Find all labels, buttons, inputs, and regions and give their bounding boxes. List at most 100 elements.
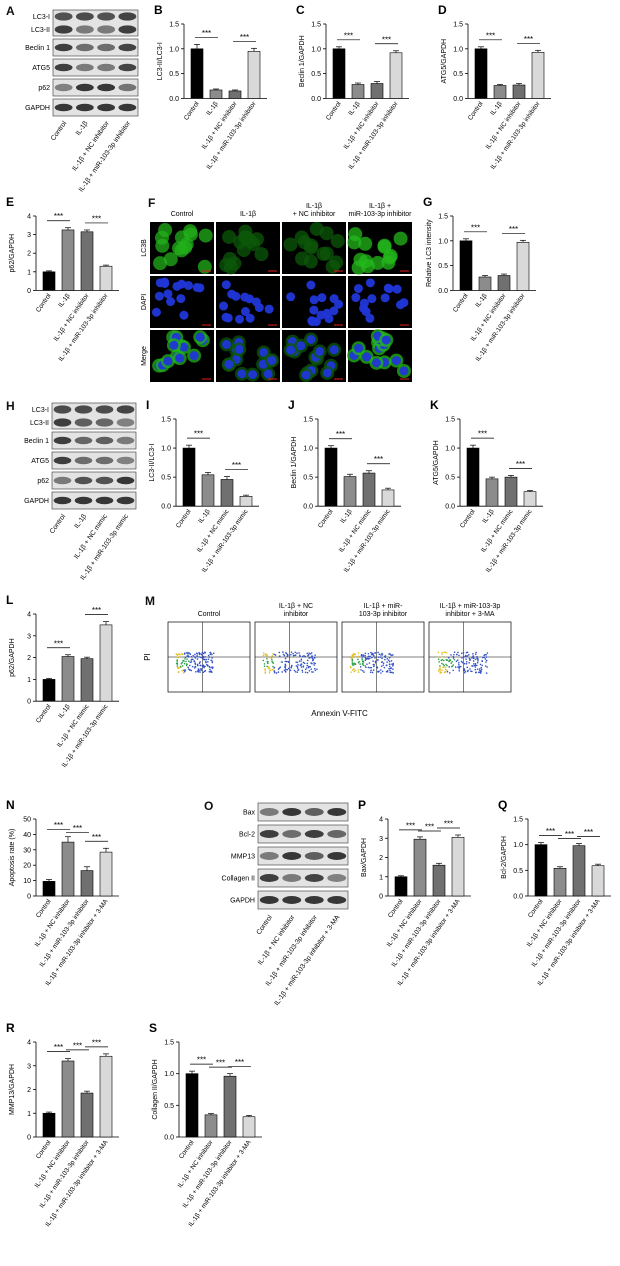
flow-event <box>357 658 359 661</box>
flow-event <box>307 665 310 668</box>
flow-event <box>485 656 488 658</box>
flow-event <box>349 666 352 668</box>
blot-band <box>53 456 72 465</box>
blot-band <box>327 808 347 816</box>
immunofluorescence-f: F Control IL-1β IL-1β + NC inhibitor IL-1β +… <box>140 192 415 392</box>
flow-event <box>291 664 293 667</box>
blot-band <box>259 830 279 838</box>
flow-event <box>458 664 460 666</box>
category-label: IL-1β + NC inhibitor <box>201 100 240 151</box>
if-nucleus <box>195 332 205 342</box>
flow-event <box>199 671 201 673</box>
flow-event <box>453 651 456 653</box>
flow-event <box>290 665 293 668</box>
flow-event <box>196 652 199 655</box>
flow-event <box>480 668 483 671</box>
flow-event <box>209 668 211 671</box>
flow-event <box>191 658 193 661</box>
flow-event <box>350 657 352 659</box>
flow-event <box>473 663 475 665</box>
flow-event <box>178 656 180 658</box>
if-nucleus <box>309 295 319 305</box>
flow-event <box>370 651 372 654</box>
flow-event <box>360 669 362 671</box>
significance-stars: *** <box>232 461 241 470</box>
y-axis-label: Collagen II/GAPDH <box>152 1059 159 1119</box>
panel-label-l: L <box>6 593 13 607</box>
blot-band <box>74 476 93 485</box>
blot-band <box>95 496 114 505</box>
significance-stars: *** <box>73 824 82 833</box>
flow-event <box>352 654 355 656</box>
if-nucleus <box>169 340 179 350</box>
flow-event <box>373 665 375 668</box>
flow-event <box>179 653 181 656</box>
flow-event <box>209 651 211 654</box>
flow-event <box>484 665 487 667</box>
if-column-label: IL-1β <box>306 203 322 210</box>
y-tick-label: 2 <box>379 855 383 862</box>
if-green-cell <box>227 256 242 271</box>
y-axis-label: LC3-II/LC3-I <box>149 443 156 481</box>
flow-event <box>444 656 447 659</box>
flow-event <box>361 658 363 660</box>
if-nucleus <box>307 317 317 327</box>
panel-label-f: F <box>148 196 156 210</box>
blot-band <box>54 43 73 52</box>
flow-event <box>272 662 275 664</box>
flow-event <box>308 652 310 654</box>
blot-band <box>54 12 73 21</box>
flow-event <box>441 669 443 671</box>
blot-band <box>54 83 73 92</box>
flow-event <box>314 662 317 665</box>
flow-event <box>284 663 287 666</box>
flow-event <box>269 669 272 672</box>
flow-event <box>468 661 470 664</box>
flow-event <box>457 666 459 668</box>
bar-control <box>534 844 548 897</box>
flow-event <box>290 651 293 653</box>
if-nucleus <box>183 280 193 290</box>
if-row-label: Merge <box>141 346 148 366</box>
flow-event <box>451 660 454 663</box>
flow-event <box>357 655 360 658</box>
flow-event <box>479 671 482 674</box>
flow-event <box>206 663 208 666</box>
bar-il-1 <box>493 85 507 99</box>
flow-event <box>207 654 210 657</box>
flow-event <box>351 663 354 665</box>
significance-stars: *** <box>216 1059 225 1068</box>
band-label-lc3-i: LC3-I <box>32 407 49 414</box>
flow-event <box>479 669 481 672</box>
if-nucleus <box>315 346 325 356</box>
flow-event <box>297 664 299 666</box>
panel-label-r: R <box>6 1021 15 1035</box>
band-label-beclin-1: Beclin 1 <box>25 45 50 52</box>
western-blot-a: A LC3-I LC3-II Beclin 1 ATG5 p62 GAPDH Control… <box>0 0 140 200</box>
flow-event <box>304 668 307 671</box>
blot-band <box>74 436 93 445</box>
flow-event <box>378 653 381 656</box>
significance-stars: *** <box>92 606 101 615</box>
if-nucleus <box>380 293 390 303</box>
bar-il-1-mir-103-3p-inhibitor <box>223 1075 237 1138</box>
flow-event <box>187 666 189 669</box>
flow-event <box>443 671 446 674</box>
bar-il-1 <box>351 84 365 99</box>
y-tick-label: 1.0 <box>169 46 179 53</box>
flow-event <box>271 658 273 661</box>
flow-event <box>390 654 393 657</box>
flow-event <box>367 652 370 655</box>
flow-event <box>263 663 266 665</box>
flow-event <box>377 670 379 673</box>
flow-event <box>377 659 379 661</box>
category-label: IL-1β <box>481 508 495 524</box>
bar-control <box>42 679 56 702</box>
bar-chart-q: Q 0.0 0.5 1.0 1.5 Bcl-2/GAPDH Control IL-1β + N… <box>492 795 620 1020</box>
y-tick-label: 0.5 <box>438 263 448 270</box>
blot-band <box>259 896 279 904</box>
flow-event <box>182 672 185 674</box>
flow-event <box>389 667 392 670</box>
flow-event <box>282 651 284 653</box>
